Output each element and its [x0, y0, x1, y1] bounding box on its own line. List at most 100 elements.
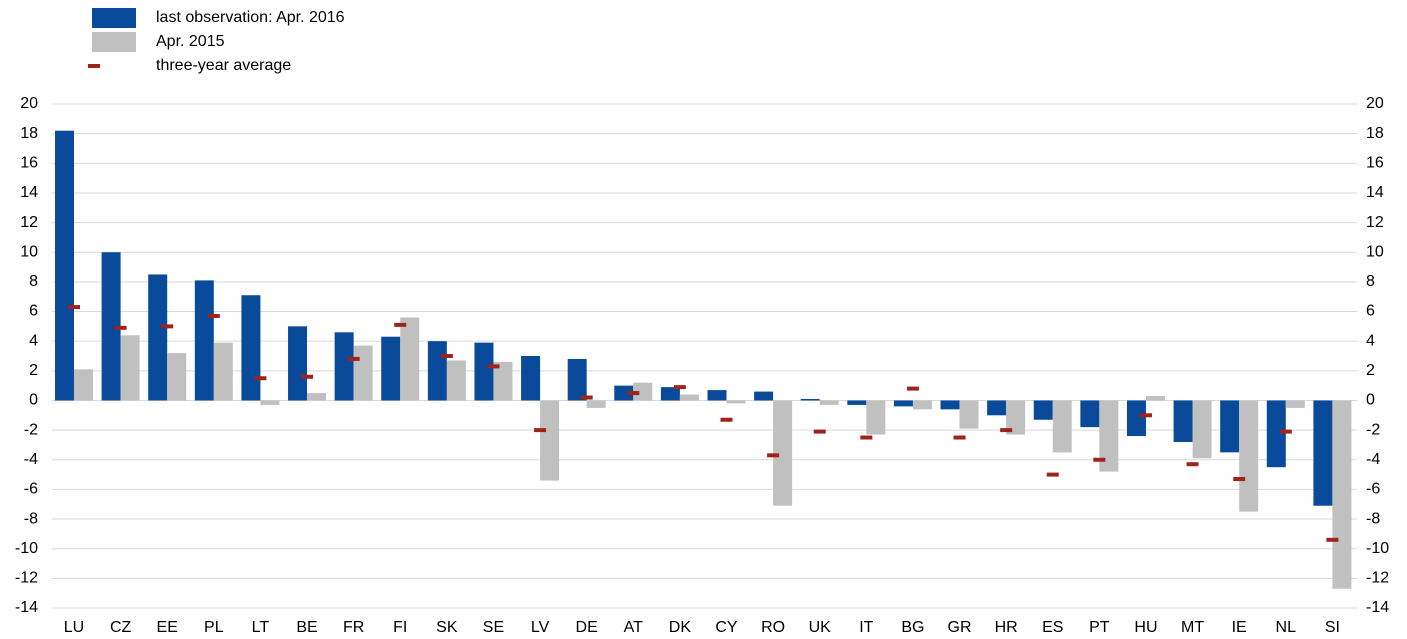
bar — [381, 336, 401, 401]
y-tick-label: 0 — [29, 392, 38, 409]
average-marker — [440, 354, 453, 358]
bar — [446, 360, 466, 401]
bar — [101, 252, 121, 401]
y2-tick-label: -2 — [1366, 421, 1380, 438]
bar — [819, 400, 839, 405]
bar — [474, 342, 494, 401]
bar — [493, 361, 513, 401]
bar — [1052, 400, 1072, 453]
y2-tick-label: 4 — [1366, 332, 1375, 349]
average-marker — [627, 391, 640, 396]
x-tick-label: LV — [531, 619, 550, 636]
bar — [194, 280, 214, 401]
bar — [334, 332, 354, 401]
bar — [1173, 400, 1193, 442]
average-marker — [114, 325, 127, 330]
y2-tick-label: 12 — [1366, 214, 1384, 231]
average-marker — [534, 428, 547, 433]
bar — [754, 391, 774, 401]
average-marker — [207, 313, 220, 318]
average-marker — [906, 386, 919, 391]
bar — [241, 295, 261, 401]
bar — [726, 400, 746, 404]
x-tick-label: IT — [859, 619, 873, 636]
average-marker — [813, 429, 826, 434]
legend-label: three-year average — [156, 57, 291, 74]
y-tick-label: -12 — [15, 570, 38, 587]
x-tick-label: LT — [252, 619, 270, 636]
x-tick-label: FI — [393, 619, 407, 636]
bar — [586, 400, 606, 408]
x-tick-label: ES — [1042, 619, 1063, 636]
x-tick-label: CZ — [110, 619, 132, 636]
y2-tick-label: 18 — [1366, 125, 1384, 142]
x-tick-label: RO — [761, 619, 785, 636]
bar — [1006, 400, 1026, 435]
average-marker — [1186, 462, 1199, 467]
average-marker — [68, 305, 80, 310]
x-tick-label: HU — [1134, 619, 1157, 636]
y-tick-label: 2 — [29, 362, 38, 379]
y2-tick-label: -8 — [1366, 510, 1380, 527]
bar — [167, 353, 187, 401]
legend-label: Apr. 2015 — [156, 33, 225, 50]
legend-swatch — [88, 64, 100, 68]
bar — [288, 326, 308, 401]
x-tick-label: CY — [715, 619, 738, 636]
bar — [614, 385, 634, 401]
average-marker — [1046, 472, 1059, 477]
bar — [1192, 400, 1212, 459]
bar — [1126, 400, 1146, 437]
bar — [1033, 400, 1053, 420]
y-tick-label: -10 — [15, 540, 38, 557]
x-tick-label: FR — [343, 619, 364, 636]
legend-swatch — [92, 32, 136, 52]
y-tick-label: 6 — [29, 303, 38, 320]
average-marker — [161, 324, 174, 329]
average-marker — [953, 435, 966, 440]
y2-tick-label: 20 — [1366, 95, 1384, 112]
y-tick-label: 12 — [20, 214, 38, 231]
bar — [1145, 396, 1165, 401]
bar — [1099, 400, 1119, 472]
bar — [120, 335, 140, 401]
average-marker — [1000, 428, 1013, 433]
average-marker — [580, 395, 593, 400]
bar — [400, 317, 420, 401]
bar — [1239, 400, 1259, 512]
x-tick-label: SE — [483, 619, 504, 636]
x-tick-label: MT — [1181, 619, 1204, 636]
bar — [660, 387, 680, 401]
average-marker — [1233, 477, 1246, 482]
y-tick-label: 20 — [20, 95, 38, 112]
bar — [213, 342, 233, 401]
bar — [540, 400, 560, 481]
x-tick-label: HR — [995, 619, 1018, 636]
average-marker — [673, 385, 686, 390]
x-tick-label: BE — [296, 619, 317, 636]
x-tick-label: LU — [64, 619, 84, 636]
y2-tick-label: 2 — [1366, 362, 1375, 379]
bar — [773, 400, 793, 506]
average-marker — [860, 435, 873, 440]
bar — [940, 400, 960, 410]
bar — [707, 390, 727, 401]
y2-tick-label: -10 — [1366, 540, 1389, 557]
y-tick-label: 18 — [20, 125, 38, 142]
bar — [866, 400, 886, 435]
bar — [567, 358, 587, 401]
bar — [74, 369, 93, 401]
y2-tick-label: -12 — [1366, 570, 1389, 587]
bar — [353, 345, 373, 401]
x-tick-label: NL — [1276, 619, 1297, 636]
y-tick-label: 14 — [20, 184, 38, 201]
bar — [1080, 400, 1100, 428]
bar — [1332, 400, 1352, 589]
y-tick-label: -2 — [24, 421, 38, 438]
bar — [1285, 400, 1305, 408]
x-tick-label: PL — [204, 619, 224, 636]
y2-tick-label: 16 — [1366, 155, 1384, 172]
x-tick-label: DK — [669, 619, 692, 636]
average-marker — [394, 322, 407, 327]
